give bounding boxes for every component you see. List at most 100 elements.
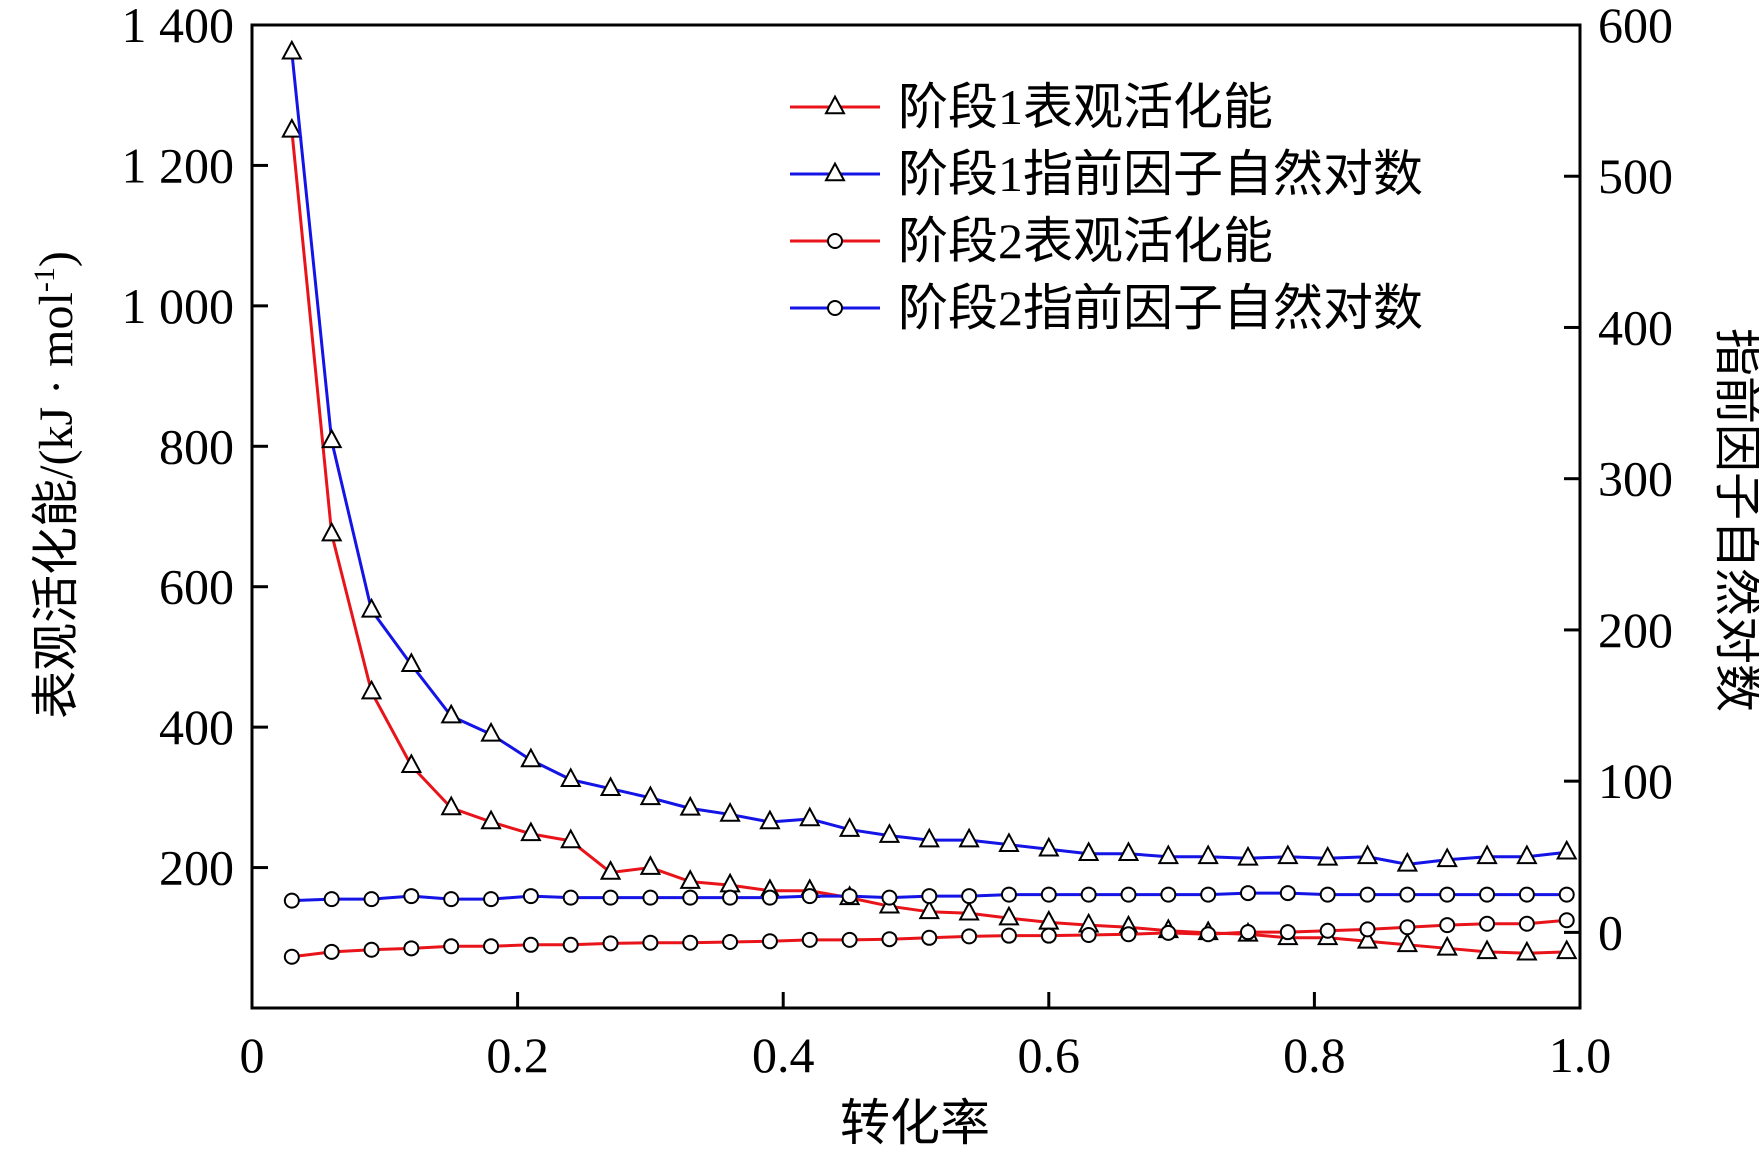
y-left-tick-label: 600: [159, 559, 234, 615]
data-point: [1516, 844, 1538, 865]
y-left-tick-label: 200: [159, 840, 234, 896]
data-point: [323, 891, 340, 908]
data-point: [1040, 886, 1057, 903]
data-point: [1356, 928, 1379, 949]
data-point: [1240, 924, 1256, 941]
data-point: [1160, 924, 1177, 941]
data-point: [321, 428, 343, 449]
legend-swatch-marker: [827, 233, 843, 249]
data-point: [283, 892, 300, 909]
data-point: [998, 905, 1020, 926]
data-point: [483, 938, 500, 955]
data-point: [443, 938, 460, 955]
data-point: [679, 795, 701, 816]
data-point: [881, 889, 898, 906]
x-tick-label: 1.0: [1549, 1027, 1612, 1083]
data-point: [719, 801, 741, 822]
data-point: [1436, 935, 1458, 956]
data-point: [921, 929, 938, 946]
legend-item: 阶段1指前因子自然对数: [790, 146, 1423, 202]
legend-swatch-marker: [827, 300, 843, 316]
y-right-tick-label: 500: [1598, 148, 1673, 204]
y-right-tick-label: 300: [1598, 451, 1673, 507]
y-right-tick-label: 400: [1598, 299, 1673, 355]
data-point: [1556, 839, 1578, 860]
data-point: [400, 652, 423, 673]
data-point: [961, 888, 978, 905]
data-point: [961, 928, 978, 945]
x-tick-label: 0: [240, 1027, 265, 1083]
data-point: [360, 679, 383, 700]
data-point: [323, 943, 340, 960]
data-point: [1277, 844, 1299, 865]
data-point: [599, 776, 622, 797]
data-point: [1558, 886, 1575, 903]
legend-swatch-marker: [824, 94, 846, 115]
data-point: [838, 817, 861, 837]
data-point: [1077, 841, 1100, 862]
data-point: [639, 855, 662, 875]
series-1: [281, 117, 1578, 961]
data-point: [878, 823, 901, 843]
data-point: [801, 888, 818, 905]
data-point: [560, 828, 582, 849]
data-point: [1476, 939, 1498, 960]
data-point: [443, 891, 460, 908]
y-left-tick-label: 1 000: [122, 278, 235, 334]
data-point: [801, 931, 818, 948]
data-point: [403, 888, 420, 905]
plot-frame: [250, 23, 1582, 1010]
y-right-tick-label: 600: [1598, 0, 1673, 53]
data-point: [759, 809, 781, 830]
data-point: [1439, 917, 1456, 934]
data-point: [1120, 886, 1137, 903]
data-point: [560, 767, 582, 787]
data-point: [1000, 927, 1017, 944]
data-point: [360, 597, 383, 618]
data-point: [522, 936, 539, 953]
data-point: [363, 891, 380, 908]
data-point: [1120, 926, 1137, 943]
data-point: [841, 931, 858, 948]
data-point: [522, 888, 539, 905]
data-point: [682, 889, 699, 906]
y-right-tick-label: 0: [1598, 904, 1623, 960]
data-point: [998, 832, 1020, 852]
data-point: [281, 117, 303, 138]
data-point: [1476, 844, 1498, 865]
data-point: [562, 889, 579, 906]
data-point: [480, 721, 502, 742]
data-point: [642, 889, 659, 906]
data-point: [1479, 886, 1496, 903]
data-point: [520, 821, 542, 842]
data-point: [761, 933, 778, 950]
x-tick-label: 0.8: [1283, 1027, 1346, 1083]
x-tick-label: 0.2: [486, 1027, 549, 1083]
series-2: [281, 39, 1578, 872]
data-point: [1359, 921, 1376, 938]
data-point: [1157, 844, 1179, 865]
series-3: [283, 912, 1575, 965]
data-point: [1319, 922, 1336, 939]
data-point: [918, 899, 940, 920]
legend-item: 阶段1表观活化能: [790, 79, 1273, 135]
data-point: [799, 806, 821, 827]
legend-label: 阶段1表观活化能: [898, 79, 1273, 135]
y-right-tick-label: 200: [1598, 602, 1673, 658]
data-point: [1038, 836, 1060, 857]
data-point: [722, 933, 739, 950]
y-axis-left-label-close: ): [30, 251, 83, 267]
data-point: [440, 795, 462, 816]
data-point: [1479, 915, 1496, 932]
data-point: [1200, 926, 1217, 943]
data-point: [679, 869, 701, 889]
data-point: [403, 940, 420, 957]
x-tick-label: 0.6: [1018, 1027, 1081, 1083]
data-point: [1396, 932, 1419, 953]
data-point: [921, 888, 938, 905]
data-point: [1237, 845, 1259, 866]
data-point: [642, 934, 659, 951]
legend-label: 阶段2表观活化能: [898, 213, 1273, 269]
